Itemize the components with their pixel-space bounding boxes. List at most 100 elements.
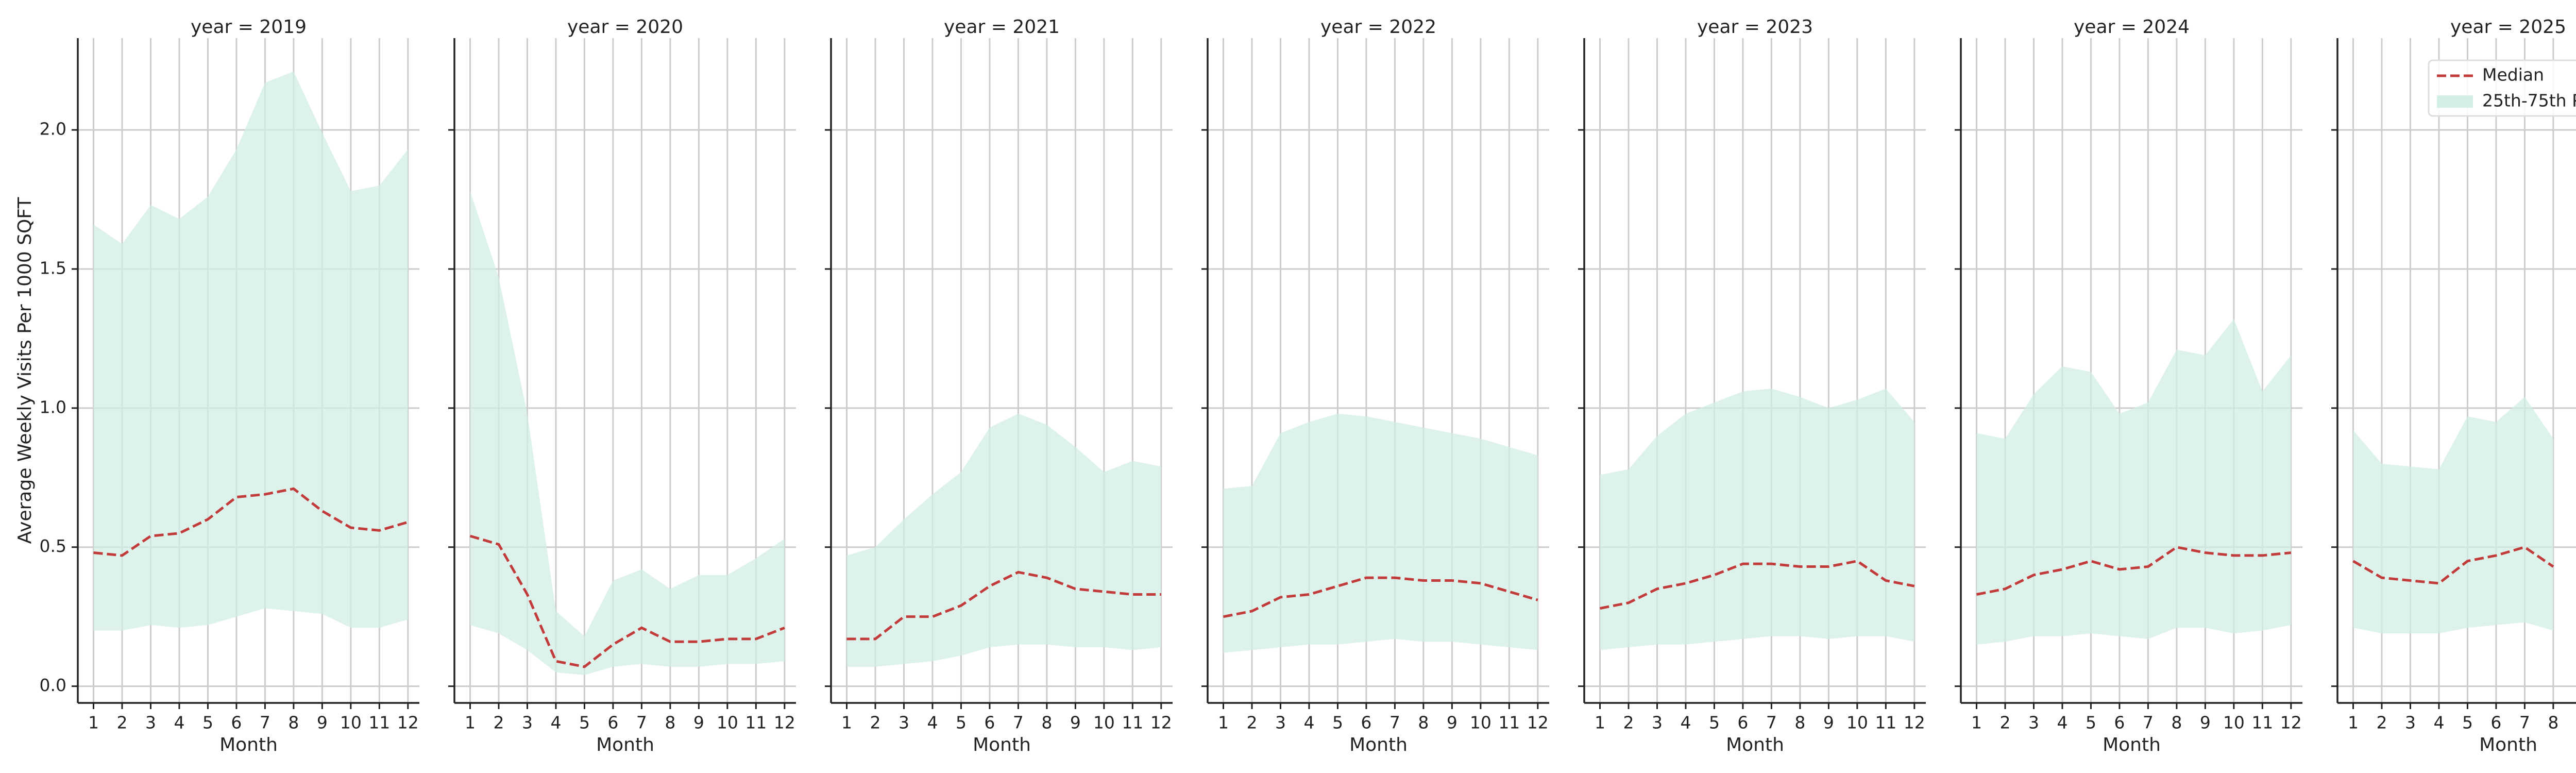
x-tick-label: 9 (1070, 713, 1081, 733)
x-tick-label: 1 (88, 713, 99, 733)
x-tick-label: 3 (2405, 713, 2416, 733)
x-tick-label: 3 (145, 713, 156, 733)
x-tick-label: 6 (2490, 713, 2501, 733)
x-tick-label: 2 (116, 713, 127, 733)
x-tick-label: 1 (1595, 713, 1605, 733)
x-tick-label: 4 (174, 713, 184, 733)
x-tick-label: 12 (1527, 713, 1549, 733)
x-tick-label: 10 (717, 713, 738, 733)
panel-title: year = 2025 (2450, 16, 2566, 38)
median-line (1223, 576, 1538, 618)
x-tick-label: 6 (2114, 713, 2125, 733)
x-tick-label: 5 (2086, 713, 2096, 733)
x-tick-label: 2 (1623, 713, 1634, 733)
x-tick-label: 8 (1794, 713, 1805, 733)
iqr-band (2353, 397, 2553, 634)
x-tick-label: 2 (1246, 713, 1257, 733)
x-tick-label: 6 (607, 713, 618, 733)
x-tick-label: 8 (2171, 713, 2182, 733)
median-line (2352, 546, 2554, 585)
x-axis-label: Month (1726, 734, 1784, 755)
x-tick-label: 7 (260, 713, 270, 733)
x-tick-label: 7 (1389, 713, 1400, 733)
iqr-band (470, 191, 785, 676)
x-tick-label: 5 (2462, 713, 2473, 733)
x-tick-label: 8 (665, 713, 675, 733)
x-tick-label: 10 (1093, 713, 1115, 733)
x-tick-label: 5 (1332, 713, 1343, 733)
x-tick-label: 8 (2548, 713, 2558, 733)
x-tick-label: 12 (2280, 713, 2302, 733)
x-tick-label: 7 (1013, 713, 1024, 733)
x-tick-label: 12 (774, 713, 795, 733)
panel-title: year = 2020 (567, 16, 683, 38)
x-tick-label: 6 (1361, 713, 1371, 733)
x-tick-label: 3 (522, 713, 533, 733)
x-tick-label: 7 (636, 713, 647, 733)
x-tick-label: 1 (465, 713, 476, 733)
x-tick-label: 6 (984, 713, 995, 733)
x-tick-label: 4 (2433, 713, 2444, 733)
x-tick-label: 11 (2251, 713, 2273, 733)
iqr-band (1600, 389, 1914, 650)
x-axis-label: Month (596, 734, 654, 755)
x-axis-label: Month (2479, 734, 2537, 755)
panel-title: year = 2023 (1697, 16, 1813, 38)
y-tick-label: 0.5 (40, 536, 66, 556)
x-tick-label: 2 (870, 713, 880, 733)
median-line (469, 534, 785, 668)
x-tick-label: 3 (899, 713, 909, 733)
median-line (1600, 560, 1915, 610)
x-tick-label: 2 (2376, 713, 2387, 733)
median-line (846, 570, 1161, 641)
legend-swatch (2437, 95, 2473, 108)
x-tick-label: 1 (1218, 713, 1229, 733)
x-tick-label: 11 (745, 713, 767, 733)
median-line (1976, 546, 2292, 596)
x-tick-label: 7 (1766, 713, 1777, 733)
x-tick-label: 10 (2223, 713, 2245, 733)
x-tick-label: 7 (2519, 713, 2530, 733)
x-tick-label: 10 (1470, 713, 1492, 733)
x-tick-label: 9 (2200, 713, 2211, 733)
x-axis-label: Month (1349, 734, 1408, 755)
x-tick-label: 12 (1150, 713, 1172, 733)
x-axis-label: Month (219, 734, 278, 755)
x-tick-label: 7 (2143, 713, 2154, 733)
x-tick-label: 1 (841, 713, 852, 733)
y-axis-label: Average Weekly Visits Per 1000 SQFT (14, 197, 36, 544)
y-tick-label: 0.0 (40, 675, 66, 695)
x-axis-label: Month (973, 734, 1031, 755)
x-tick-label: 5 (202, 713, 213, 733)
x-tick-label: 3 (1652, 713, 1663, 733)
x-tick-label: 9 (1447, 713, 1458, 733)
x-tick-label: 11 (1498, 713, 1520, 733)
x-tick-label: 6 (231, 713, 242, 733)
x-tick-label: 2 (493, 713, 504, 733)
y-tick-label: 1.5 (40, 258, 66, 278)
x-tick-label: 9 (693, 713, 704, 733)
y-tick-label: 1.0 (40, 397, 66, 417)
x-tick-label: 10 (1846, 713, 1868, 733)
y-tick-label: 2.0 (40, 119, 66, 139)
x-tick-label: 12 (1904, 713, 1925, 733)
x-tick-label: 8 (1041, 713, 1052, 733)
legend-label: Median (2482, 65, 2544, 85)
x-tick-label: 1 (2348, 713, 2359, 733)
median-line (93, 487, 409, 557)
x-axis-label: Month (2103, 734, 2161, 755)
x-tick-label: 6 (1737, 713, 1748, 733)
x-tick-label: 9 (1823, 713, 1834, 733)
x-tick-label: 5 (579, 713, 590, 733)
panel-title: year = 2019 (191, 16, 307, 38)
x-tick-label: 3 (1275, 713, 1286, 733)
x-tick-label: 4 (927, 713, 938, 733)
x-tick-label: 8 (1418, 713, 1429, 733)
panel-title: year = 2022 (1320, 16, 1436, 38)
x-tick-label: 11 (368, 713, 390, 733)
iqr-band (93, 71, 408, 631)
x-tick-label: 2 (1999, 713, 2010, 733)
x-tick-label: 11 (1122, 713, 1143, 733)
x-tick-label: 10 (340, 713, 362, 733)
